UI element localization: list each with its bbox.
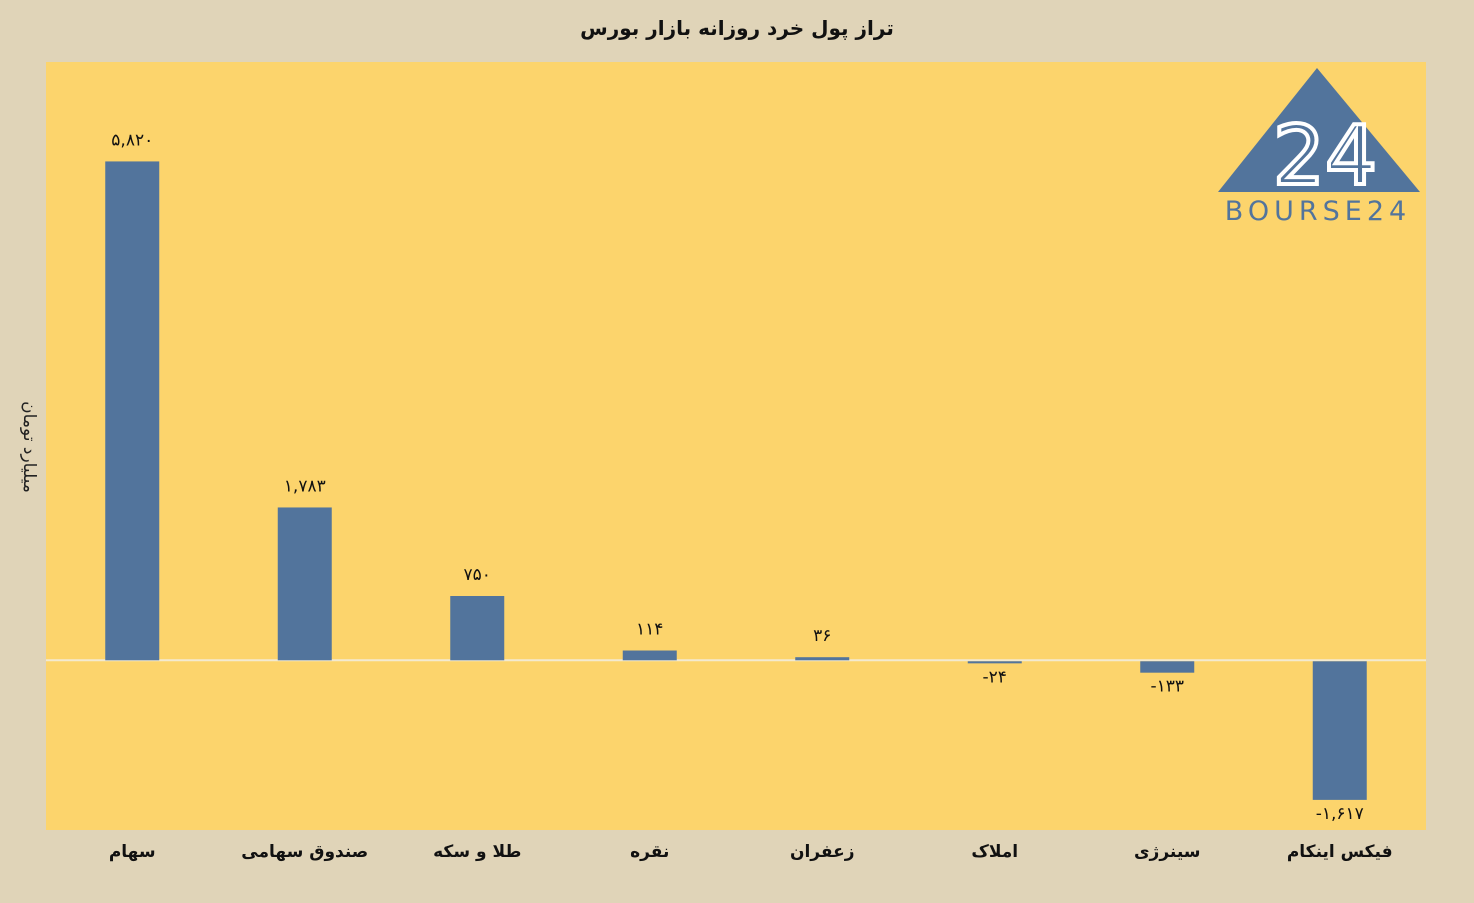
x-tick-label: فیکس اینکام bbox=[1286, 842, 1393, 862]
x-tick-label: زعفران bbox=[789, 842, 855, 862]
data-label: ۳۶ bbox=[813, 626, 831, 646]
bar bbox=[450, 596, 505, 661]
logo-wordmark: BOURSE24 bbox=[1225, 196, 1411, 226]
logo-triangle-icon bbox=[1218, 68, 1420, 192]
bar bbox=[967, 661, 1022, 664]
x-tick-label: طلا و سکه bbox=[433, 842, 522, 862]
bar bbox=[622, 650, 677, 661]
data-label: ۵,۸۲۰ bbox=[111, 130, 153, 150]
bar bbox=[277, 507, 332, 661]
data-label: -۱۳۳ bbox=[1150, 677, 1184, 697]
x-tick-label: نقره bbox=[630, 842, 670, 862]
bourse24-logo: 24 BOURSE24 bbox=[1218, 68, 1420, 226]
data-label: ۱,۷۸۳ bbox=[284, 476, 326, 496]
x-tick-label: صندوق سهامی bbox=[241, 842, 369, 862]
bar bbox=[795, 657, 850, 661]
x-tick-label: املاک bbox=[971, 842, 1019, 862]
x-tick-label: سهام bbox=[108, 842, 156, 862]
data-label: ۷۵۰ bbox=[464, 565, 491, 585]
data-label: -۱,۶۱۷ bbox=[1316, 804, 1364, 824]
logo-mark: 24 bbox=[1273, 109, 1377, 204]
plot-area bbox=[46, 62, 1426, 830]
bar bbox=[1140, 661, 1195, 673]
bar bbox=[1312, 661, 1367, 800]
data-label: -۲۴ bbox=[983, 667, 1007, 687]
data-label: ۱۱۴ bbox=[636, 620, 663, 640]
bar bbox=[105, 161, 160, 661]
x-tick-label: سینرژی bbox=[1133, 842, 1201, 862]
chart-title: تراز پول خرد روزانه بازار بورس bbox=[580, 16, 894, 40]
